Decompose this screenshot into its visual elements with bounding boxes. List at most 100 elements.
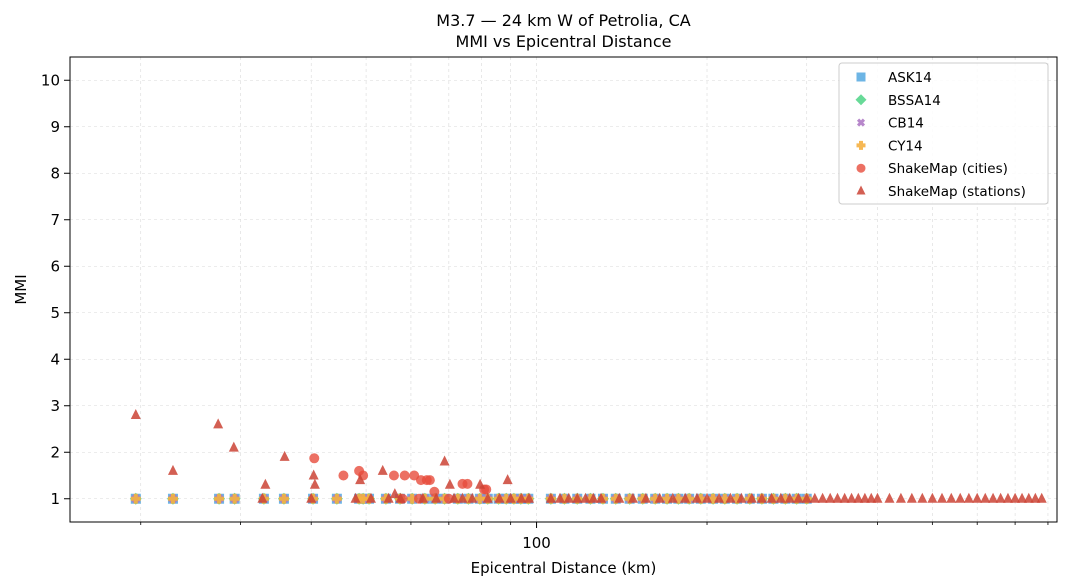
data-point bbox=[627, 492, 638, 503]
y-axis-label: MMI bbox=[12, 274, 30, 304]
data-point bbox=[610, 493, 621, 504]
y-tick-label: 4 bbox=[50, 350, 60, 368]
y-tick-label: 8 bbox=[50, 164, 60, 182]
data-point bbox=[309, 478, 320, 489]
data-point bbox=[725, 492, 736, 503]
legend-label: CB14 bbox=[888, 116, 924, 132]
data-point bbox=[895, 492, 906, 503]
data-point bbox=[462, 478, 473, 489]
data-point bbox=[475, 478, 486, 489]
data-point bbox=[662, 493, 673, 504]
y-tick-label: 9 bbox=[50, 118, 60, 136]
data-point bbox=[355, 474, 366, 485]
data-point bbox=[793, 492, 804, 503]
data-point bbox=[494, 492, 505, 503]
data-point bbox=[389, 488, 400, 499]
data-point bbox=[431, 492, 442, 503]
data-point bbox=[972, 492, 983, 503]
data-point bbox=[988, 492, 999, 503]
y-tick-label: 7 bbox=[50, 211, 60, 229]
data-point bbox=[516, 492, 527, 503]
data-point bbox=[474, 493, 485, 504]
data-point bbox=[457, 492, 468, 503]
data-point bbox=[228, 441, 239, 452]
data-point bbox=[365, 492, 376, 503]
y-tick-label: 6 bbox=[50, 257, 60, 275]
data-point bbox=[714, 492, 725, 503]
data-point bbox=[732, 493, 743, 504]
series-shakemap-stations bbox=[130, 409, 1047, 503]
data-point bbox=[167, 493, 178, 504]
data-point bbox=[955, 492, 966, 503]
data-point bbox=[524, 492, 535, 503]
data-point bbox=[832, 492, 843, 503]
data-point bbox=[260, 478, 271, 489]
data-point bbox=[1017, 492, 1028, 503]
legend-box bbox=[838, 62, 1049, 205]
data-point bbox=[214, 493, 225, 504]
data-point bbox=[167, 464, 178, 475]
plot-frame bbox=[69, 56, 1058, 523]
legend-label: BSSA14 bbox=[888, 93, 941, 109]
legend-label: ASK14 bbox=[888, 70, 932, 86]
y-tick-label: 2 bbox=[50, 443, 60, 461]
axis-ticks: 100 1 2 3 4 5 6 7 8 9 10 bbox=[41, 71, 1049, 552]
data-point bbox=[846, 492, 857, 503]
data-point bbox=[439, 455, 450, 466]
data-point bbox=[1010, 492, 1021, 503]
data-point bbox=[588, 492, 599, 503]
data-point bbox=[596, 492, 607, 503]
data-point bbox=[308, 469, 319, 480]
data-point bbox=[309, 453, 320, 464]
data-point bbox=[130, 409, 141, 420]
data-point bbox=[306, 492, 317, 503]
data-point bbox=[784, 492, 795, 503]
data-point bbox=[917, 492, 928, 503]
chart-subtitle: MMI vs Epicentral Distance bbox=[456, 32, 672, 51]
data-point bbox=[429, 486, 440, 497]
data-point bbox=[229, 493, 240, 504]
data-point bbox=[801, 492, 812, 503]
legend-label: ShakeMap (stations) bbox=[888, 184, 1026, 200]
data-point bbox=[358, 493, 369, 504]
data-point bbox=[872, 492, 883, 503]
data-point bbox=[995, 492, 1006, 503]
data-point bbox=[130, 493, 141, 504]
data-point bbox=[508, 493, 519, 504]
data-point bbox=[449, 492, 460, 503]
y-tick-label: 3 bbox=[50, 397, 60, 415]
data-point bbox=[377, 464, 388, 475]
data-point bbox=[906, 492, 917, 503]
y-tick-label: 5 bbox=[50, 304, 60, 322]
data-marks bbox=[129, 409, 1047, 505]
data-point bbox=[839, 492, 850, 503]
data-point bbox=[572, 492, 583, 503]
data-point bbox=[444, 478, 455, 489]
data-point bbox=[554, 492, 565, 503]
data-point bbox=[395, 492, 406, 503]
data-point bbox=[399, 470, 410, 481]
data-point bbox=[853, 492, 864, 503]
legend-marker bbox=[856, 185, 866, 195]
data-point bbox=[809, 492, 820, 503]
data-point bbox=[467, 492, 478, 503]
data-point bbox=[746, 492, 757, 503]
data-point bbox=[1030, 492, 1041, 503]
data-point bbox=[680, 492, 691, 503]
data-point bbox=[708, 493, 719, 504]
data-point bbox=[980, 492, 991, 503]
data-point bbox=[502, 474, 513, 485]
data-point bbox=[331, 493, 342, 504]
data-point bbox=[825, 492, 836, 503]
data-point bbox=[452, 493, 463, 504]
legend-marker bbox=[856, 163, 866, 173]
data-point bbox=[545, 492, 556, 503]
data-point bbox=[580, 492, 591, 503]
data-point bbox=[736, 492, 747, 503]
legend-marker bbox=[856, 118, 866, 127]
data-point bbox=[775, 492, 786, 503]
legend-label: ShakeMap (cities) bbox=[888, 161, 1008, 177]
data-point bbox=[417, 492, 428, 503]
data-point bbox=[501, 493, 512, 504]
